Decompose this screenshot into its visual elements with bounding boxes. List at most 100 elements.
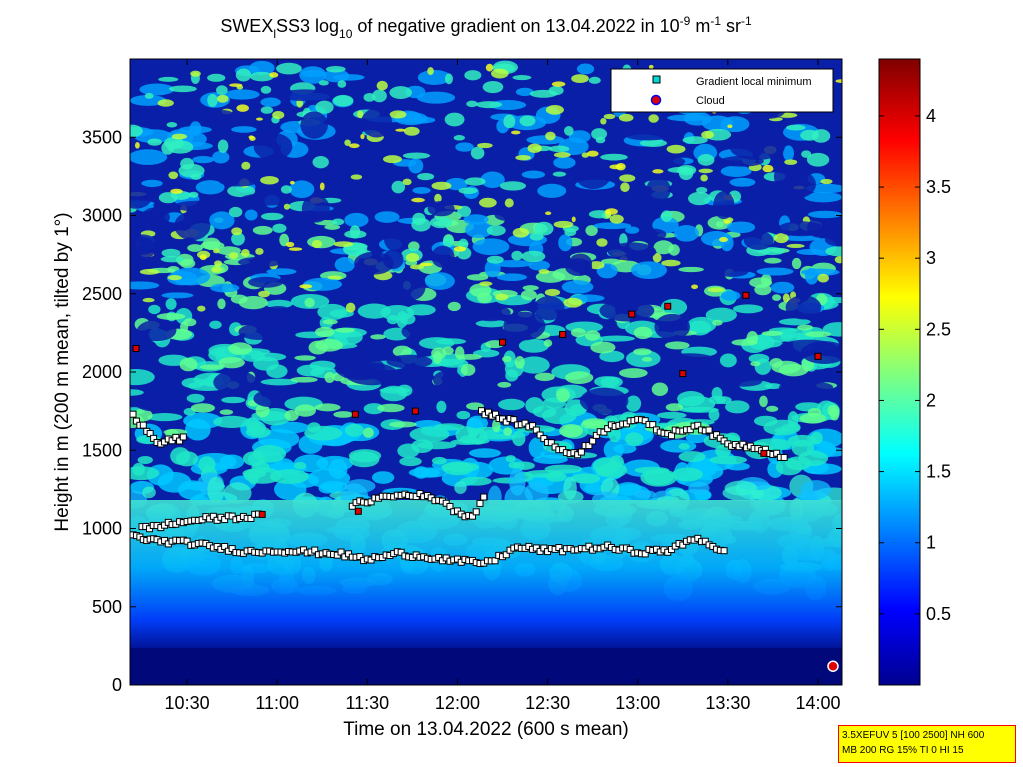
heatmap-cell — [374, 211, 400, 223]
heatmap-cell — [190, 403, 216, 413]
gradient-minimum-point — [480, 493, 488, 501]
heatmap-cell — [656, 411, 687, 419]
heatmap-cell — [545, 105, 564, 115]
heatmap-cell — [419, 262, 433, 267]
heatmap-cell — [834, 256, 842, 264]
heatmap-cell — [630, 261, 667, 280]
heatmap-cell — [479, 281, 493, 287]
heatmap-cell — [242, 451, 266, 466]
heatmap-cell — [558, 234, 573, 252]
cloud-point — [411, 407, 419, 415]
heatmap-cell — [307, 422, 321, 433]
heatmap-cell — [534, 372, 555, 382]
heatmap-cell — [235, 68, 252, 82]
heatmap-cell — [690, 205, 718, 218]
heatmap-cell — [309, 360, 336, 371]
heatmap-cell — [639, 139, 667, 147]
y-tick-label: 2000 — [82, 362, 122, 382]
cloud-point — [499, 338, 507, 346]
heatmap-cell — [299, 66, 327, 84]
heatmap-cell — [720, 290, 741, 301]
heatmap-cell — [591, 128, 608, 140]
heatmap-cell — [470, 146, 485, 160]
heatmap-cell — [216, 94, 229, 103]
heatmap-cell — [678, 451, 706, 463]
heatmap-cell — [633, 348, 652, 356]
heatmap-cell — [522, 285, 539, 291]
gradient-minimum-point — [485, 408, 493, 416]
heatmap-cell — [712, 319, 723, 326]
heatmap-cell — [256, 117, 263, 121]
heatmap-cell — [541, 407, 577, 425]
heatmap-cell — [228, 342, 253, 355]
gradient-minimum-point — [367, 498, 375, 506]
heatmap-cell — [372, 89, 387, 103]
heatmap-cell — [436, 400, 447, 413]
heatmap-cell — [427, 67, 434, 76]
heatmap-cell — [568, 130, 591, 144]
heatmap-cell — [435, 338, 467, 345]
heatmap-cell — [470, 304, 511, 322]
heatmap-cell — [229, 83, 243, 87]
heatmap-cell — [247, 421, 267, 436]
heatmap-cell — [370, 334, 386, 340]
heatmap-cell — [696, 186, 708, 194]
heatmap-cell — [584, 483, 604, 493]
heatmap-cell — [654, 313, 691, 341]
heatmap-cell — [619, 174, 636, 182]
heatmap-cell — [285, 241, 295, 248]
heatmap-cell — [422, 468, 440, 478]
heatmap-cell — [551, 81, 566, 87]
gradient-minimum-point — [172, 433, 180, 441]
heatmap-cell — [354, 251, 394, 275]
heatmap-cell — [800, 268, 840, 276]
heatmap-cell — [345, 423, 364, 437]
heatmap-cell — [545, 471, 567, 482]
heatmap-cell — [383, 223, 406, 252]
heatmap-cell — [130, 183, 153, 209]
heatmap-cell — [533, 295, 565, 321]
heatmap-cell — [799, 413, 827, 424]
heatmap-cell — [486, 225, 506, 236]
heatmap-cell — [775, 458, 803, 476]
chart-title: SWEXlSS3 log10 of negative gradient on 1… — [220, 14, 752, 41]
heatmap-cell — [511, 250, 523, 261]
heatmap-cell — [806, 152, 830, 167]
colorbar-tick-label: 2 — [926, 390, 936, 410]
heatmap-cell — [634, 154, 686, 169]
heatmap-cell — [453, 134, 466, 141]
heatmap-cell — [595, 136, 606, 144]
heatmap-cell — [493, 260, 533, 268]
heatmap-cell — [386, 354, 433, 369]
x-tick-label: 14:00 — [795, 693, 840, 713]
heatmap-cell — [817, 273, 829, 283]
heatmap-cell — [335, 364, 378, 376]
heatmap-cell — [231, 227, 243, 236]
heatmap-cell — [805, 331, 832, 338]
heatmap-cell — [252, 225, 273, 235]
colorbar-tick-label: 0.5 — [926, 604, 951, 624]
heatmap-cell — [260, 175, 279, 185]
x-tick-label: 12:30 — [525, 693, 570, 713]
heatmap-cell — [653, 240, 674, 255]
heatmap-cell — [609, 214, 624, 224]
heatmap-cell — [490, 68, 509, 79]
heatmap-cell — [348, 449, 382, 463]
heatmap-cell — [662, 353, 716, 367]
gradient-minimum-point — [604, 425, 612, 433]
legend-box — [610, 68, 834, 113]
gradient-minimum-point — [555, 543, 563, 551]
cloud-point — [258, 510, 266, 518]
heatmap-cell — [308, 340, 328, 355]
heatmap-cell — [475, 319, 508, 328]
heatmap-cell — [791, 439, 815, 457]
heatmap-cell — [725, 400, 750, 414]
heatmap-cell — [147, 413, 183, 422]
gradient-minimum-point — [209, 512, 217, 520]
heatmap-cell — [248, 135, 254, 139]
gradient-minimum-point — [641, 417, 649, 425]
gradient-minimum-point — [337, 548, 345, 556]
heatmap-cell — [416, 441, 457, 450]
heatmap-cell — [779, 339, 837, 356]
heatmap-cell — [167, 275, 182, 281]
